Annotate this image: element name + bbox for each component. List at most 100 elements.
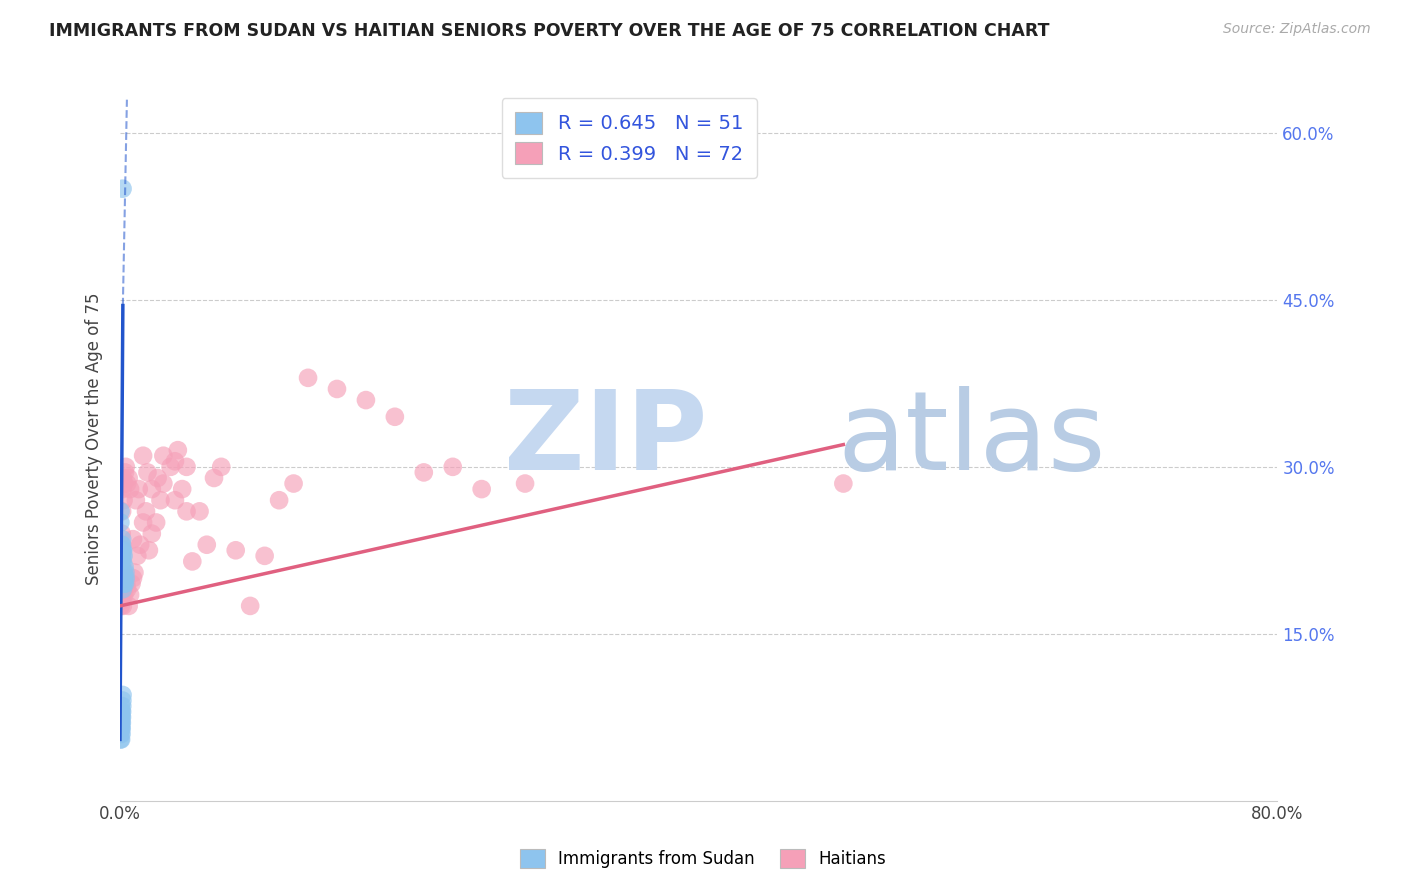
Point	[110, 543, 132, 558]
Point	[146, 471, 169, 485]
Point	[110, 721, 132, 735]
Point	[111, 471, 134, 485]
Point	[253, 549, 276, 563]
Point	[114, 459, 136, 474]
Point	[110, 715, 132, 730]
Point	[110, 715, 132, 730]
Point	[111, 693, 134, 707]
Point	[122, 532, 145, 546]
Point	[114, 560, 136, 574]
Point	[112, 576, 135, 591]
Point	[297, 371, 319, 385]
Point	[111, 715, 134, 730]
Point	[354, 393, 377, 408]
Point	[412, 466, 434, 480]
Point	[112, 493, 135, 508]
Point	[110, 538, 132, 552]
Point	[114, 566, 136, 580]
Point	[111, 538, 134, 552]
Point	[110, 732, 132, 747]
Point	[111, 593, 134, 607]
Point	[110, 705, 132, 719]
Point	[111, 721, 134, 735]
Point	[176, 504, 198, 518]
Point	[117, 599, 139, 613]
Point	[111, 588, 134, 602]
Point	[110, 554, 132, 568]
Point	[111, 554, 134, 568]
Point	[121, 576, 143, 591]
Point	[110, 710, 132, 724]
Point	[114, 576, 136, 591]
Point	[152, 449, 174, 463]
Point	[141, 482, 163, 496]
Text: atlas: atlas	[838, 385, 1107, 492]
Point	[114, 571, 136, 585]
Point	[120, 588, 142, 602]
Point	[129, 538, 152, 552]
Point	[441, 459, 464, 474]
Point	[111, 582, 134, 597]
Point	[172, 482, 194, 496]
Point	[111, 543, 134, 558]
Y-axis label: Seniors Poverty Over the Age of 75: Seniors Poverty Over the Age of 75	[86, 293, 103, 585]
Point	[112, 543, 135, 558]
Point	[115, 476, 138, 491]
Point	[112, 582, 135, 597]
Point	[149, 493, 172, 508]
Text: IMMIGRANTS FROM SUDAN VS HAITIAN SENIORS POVERTY OVER THE AGE OF 75 CORRELATION : IMMIGRANTS FROM SUDAN VS HAITIAN SENIORS…	[49, 22, 1050, 40]
Point	[152, 476, 174, 491]
Point	[112, 549, 135, 563]
Point	[141, 526, 163, 541]
Point	[384, 409, 406, 424]
Point	[111, 705, 134, 719]
Point	[115, 582, 138, 597]
Point	[110, 543, 132, 558]
Point	[138, 543, 160, 558]
Point	[166, 443, 188, 458]
Point	[112, 566, 135, 580]
Point	[513, 476, 536, 491]
Text: ZIP: ZIP	[505, 385, 707, 492]
Point	[125, 493, 148, 508]
Point	[209, 459, 232, 474]
Point	[127, 549, 149, 563]
Point	[111, 543, 134, 558]
Point	[111, 532, 134, 546]
Legend: Immigrants from Sudan, Haitians: Immigrants from Sudan, Haitians	[513, 842, 893, 875]
Point	[163, 454, 186, 468]
Point	[132, 516, 155, 530]
Point	[128, 482, 150, 496]
Point	[111, 710, 134, 724]
Point	[110, 599, 132, 613]
Point	[110, 549, 132, 563]
Point	[112, 571, 135, 585]
Point	[110, 504, 132, 518]
Point	[202, 471, 225, 485]
Point	[111, 599, 134, 613]
Point	[159, 459, 181, 474]
Point	[112, 476, 135, 491]
Point	[122, 571, 145, 585]
Point	[110, 593, 132, 607]
Point	[110, 560, 132, 574]
Point	[471, 482, 494, 496]
Point	[110, 732, 132, 747]
Point	[110, 516, 132, 530]
Text: Source: ZipAtlas.com: Source: ZipAtlas.com	[1223, 22, 1371, 37]
Point	[239, 599, 262, 613]
Point	[111, 582, 134, 597]
Point	[124, 566, 146, 580]
Point	[111, 504, 134, 518]
Point	[110, 710, 132, 724]
Point	[111, 182, 134, 196]
Point	[132, 449, 155, 463]
Point	[112, 588, 135, 602]
Point	[135, 504, 157, 518]
Point	[111, 482, 134, 496]
Point	[120, 482, 142, 496]
Point	[111, 526, 134, 541]
Point	[181, 554, 204, 568]
Point	[111, 549, 134, 563]
Point	[176, 459, 198, 474]
